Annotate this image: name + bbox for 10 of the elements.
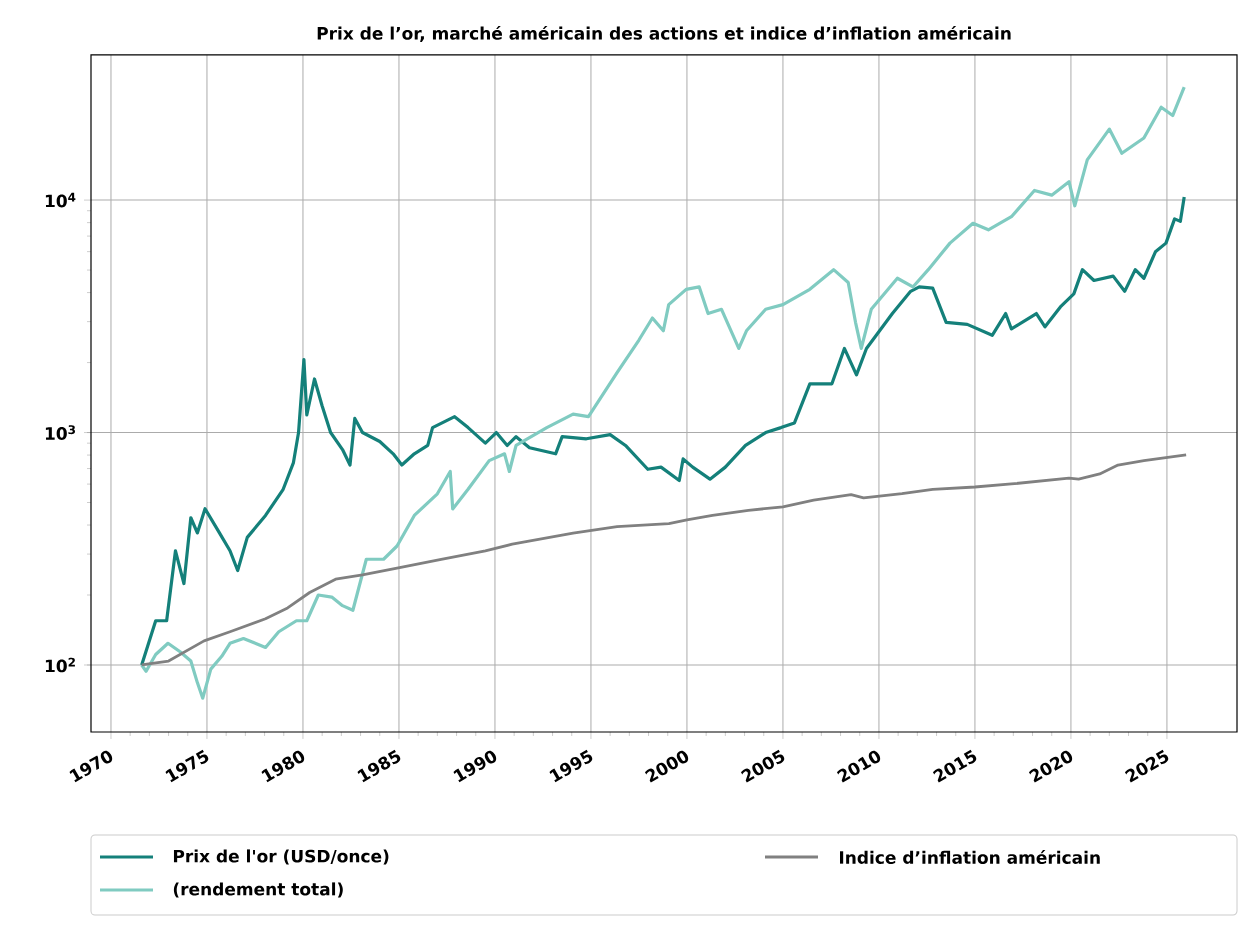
legend-label: Prix de l'or (USD/once) <box>173 849 389 865</box>
y-tick-label: 10$^{3}$ <box>45 425 75 440</box>
chart-title: Prix de l’or, marché américain des actions et indice d’inflation américain <box>317 25 1011 42</box>
legend-label: Indice d’inflation américain <box>839 850 1100 864</box>
y-tick-label: 10$^{2}$ <box>45 657 75 673</box>
y-tick-label: 10$^{4}$ <box>45 192 76 208</box>
line-series <box>140 195 1186 667</box>
line-series <box>140 85 1186 700</box>
legend-label: (rendement total) <box>173 882 343 898</box>
line-series <box>140 453 1188 667</box>
